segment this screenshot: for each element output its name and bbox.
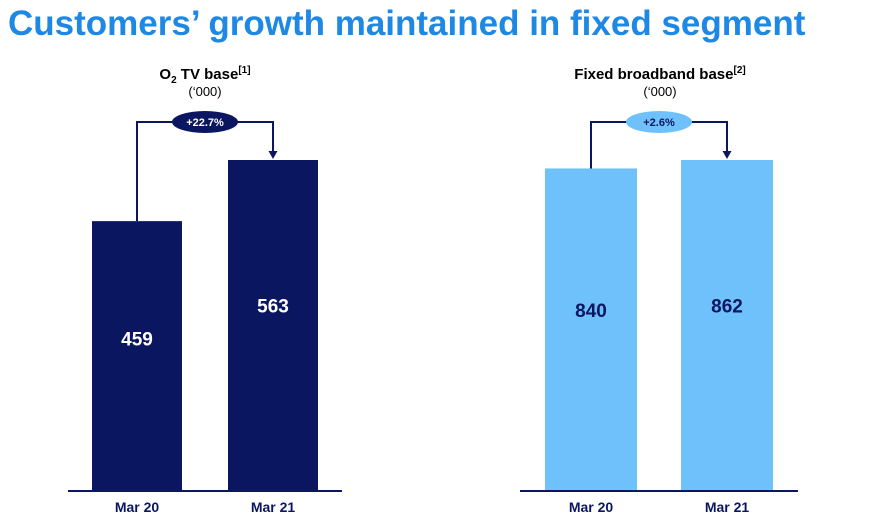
- bar-mar-21: [681, 160, 773, 491]
- growth-badge: [172, 111, 238, 133]
- chart-title: O2 TV base[1]: [159, 65, 250, 86]
- chart-fixed-broadband-base: Fixed broadband base[2] (‘000) 840 Mar 20…: [520, 65, 798, 515]
- bar-mar-21: [228, 160, 318, 491]
- arrow-down-icon: [268, 151, 278, 159]
- data-label: 862: [711, 296, 743, 317]
- x-tick-label: Mar 21: [251, 499, 296, 515]
- chart-title: Fixed broadband base[2]: [574, 65, 745, 83]
- growth-badge: [626, 111, 692, 133]
- growth-label: +2.6%: [643, 117, 675, 129]
- chart-subtitle: (‘000): [188, 84, 221, 99]
- page-title: Customers’ growth maintained in fixed se…: [8, 4, 806, 43]
- x-tick-label: Mar 20: [115, 499, 160, 515]
- bar-mar-20: [92, 221, 182, 492]
- x-tick-label: Mar 21: [705, 499, 750, 515]
- bar-mar-20: [545, 168, 637, 491]
- data-label: 459: [121, 329, 153, 350]
- x-tick-label: Mar 20: [569, 499, 614, 515]
- growth-label: +22.7%: [186, 117, 224, 129]
- data-label: 840: [575, 301, 607, 322]
- data-label: 563: [257, 296, 289, 317]
- chart-subtitle: (‘000): [643, 84, 676, 99]
- arrow-down-icon: [722, 151, 732, 159]
